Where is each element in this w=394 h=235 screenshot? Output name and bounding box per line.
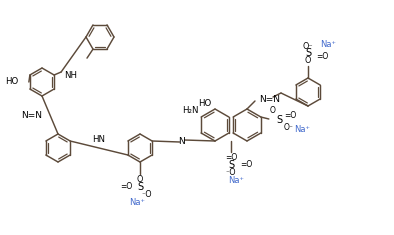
Text: HO: HO: [5, 78, 18, 86]
Text: O⁻: O⁻: [303, 42, 313, 51]
Text: S: S: [228, 160, 234, 170]
Text: H₂N: H₂N: [182, 106, 198, 115]
Text: =O: =O: [316, 51, 328, 60]
Text: S: S: [305, 48, 311, 58]
Text: N=N: N=N: [259, 94, 280, 103]
Text: O: O: [137, 175, 143, 184]
Text: HO: HO: [198, 99, 211, 108]
Text: HN: HN: [93, 135, 106, 144]
Text: N=N: N=N: [21, 110, 42, 120]
Text: Na⁺: Na⁺: [129, 198, 145, 207]
Text: ⁻O: ⁻O: [141, 190, 152, 199]
Text: =O: =O: [225, 153, 237, 162]
Text: Na⁺: Na⁺: [294, 125, 310, 133]
Text: NH: NH: [64, 71, 77, 81]
Text: O: O: [305, 56, 311, 65]
Text: S: S: [277, 115, 283, 125]
Text: N: N: [178, 137, 185, 145]
Text: Na⁺: Na⁺: [320, 40, 336, 49]
Text: Na⁺: Na⁺: [228, 176, 244, 185]
Text: =O: =O: [120, 182, 132, 191]
Text: ⁻O: ⁻O: [226, 168, 236, 177]
Text: O⁻: O⁻: [284, 122, 294, 132]
Text: O: O: [270, 106, 276, 115]
Text: S: S: [137, 182, 143, 192]
Text: =O: =O: [240, 160, 252, 169]
Text: =O: =O: [284, 110, 296, 120]
